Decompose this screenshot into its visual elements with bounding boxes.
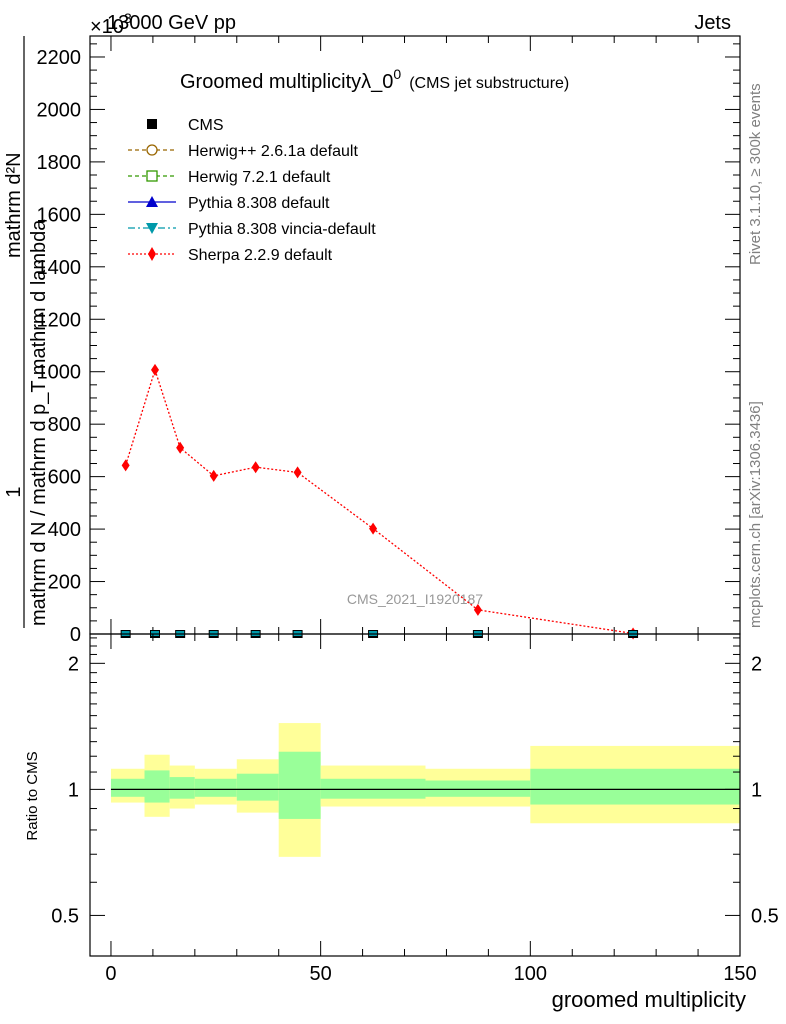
- ratio-ytick-label: 2: [68, 653, 79, 675]
- ratio-ytick-label-right: 2: [751, 653, 762, 675]
- ytick-label: 800: [48, 414, 81, 436]
- xlabel: groomed multiplicity: [552, 987, 746, 1012]
- legend-marker-triangle-up: [146, 196, 158, 207]
- sherpa-point: [176, 441, 185, 454]
- ylabel-numerator: 1: [3, 486, 25, 497]
- legend-label: Herwig++ 2.6.1a default: [188, 143, 358, 160]
- axis-multiplier: ×103: [90, 10, 132, 38]
- ytick-label: 200: [48, 572, 81, 594]
- ratio-ytick-label: 1: [68, 779, 79, 801]
- legend-marker-diamond: [148, 247, 156, 261]
- legend-label: CMS: [188, 117, 224, 134]
- ratio-ylabel: Ratio to CMS: [24, 751, 41, 840]
- legend-label: Herwig 7.2.1 default: [188, 169, 331, 186]
- legend-marker-square: [147, 119, 157, 129]
- header-right: Jets: [694, 12, 731, 34]
- xtick-label: 50: [310, 963, 332, 985]
- ratio-plot-ticks: [90, 634, 741, 956]
- ratio-plot-frame: [89, 633, 741, 957]
- sherpa-point: [151, 363, 159, 376]
- plot-title-main: Groomed multiplicityλ_0: [180, 71, 393, 93]
- legend-label: Pythia 8.308 vincia-default: [188, 221, 376, 238]
- analysis-watermark: CMS_2021_I1920187: [347, 591, 483, 607]
- multiplier-base: ×10: [90, 16, 124, 38]
- ratio-band-inner: [169, 777, 195, 799]
- plot-title: Groomed multiplicityλ_00 (CMS jet substru…: [180, 66, 569, 93]
- ratio-ytick-label-right: 1: [751, 779, 762, 801]
- header-left: 13000 GeV pp: [107, 12, 236, 34]
- sherpa-point: [293, 466, 302, 479]
- sherpa-point: [369, 522, 378, 535]
- ytick-label: 0: [70, 624, 81, 646]
- ytick-label: 1800: [37, 152, 82, 174]
- rivet-label: Rivet 3.1.10, ≥ 300k events: [747, 83, 764, 265]
- ratio-band-inner: [236, 773, 279, 801]
- ratio-band-inner: [425, 780, 531, 797]
- plot-subtitle: (CMS jet substructure): [409, 75, 569, 92]
- ytick-label: 2200: [37, 47, 82, 69]
- xtick-labels: 0 50 100 150: [105, 963, 756, 985]
- legend-marker-open-square: [146, 170, 158, 182]
- ytick-label: 1600: [37, 204, 82, 226]
- ylabel-denominator: mathrm d N / mathrm d p_T mathrm d lambd…: [28, 219, 50, 626]
- mcplots-label: mcplots.cern.ch [arXiv:1306.3436]: [747, 401, 764, 628]
- ytick-label: 1000: [37, 362, 82, 384]
- ratio-band-inner: [110, 778, 145, 797]
- ratio-ytick-labels: 0.5 0.5 1 1 2 2: [51, 653, 779, 927]
- ytick-label: 600: [48, 467, 81, 489]
- sherpa-point: [121, 459, 130, 472]
- ratio-band-inner: [320, 778, 426, 799]
- ratio-band-inner: [530, 768, 740, 805]
- ylabel-top: mathrm d²N: [3, 152, 25, 258]
- ytick-label: 2000: [37, 99, 82, 121]
- xtick-label: 100: [514, 963, 547, 985]
- ratio-ytick-label-right: 0.5: [751, 905, 779, 927]
- multiplier-exponent: 3: [124, 10, 132, 26]
- sherpa-point: [209, 469, 218, 482]
- ratio-bands: [110, 723, 740, 857]
- ratio-band-inner: [144, 770, 170, 803]
- legend-label: Pythia 8.308 default: [188, 195, 330, 212]
- ratio-band-inner: [278, 751, 321, 819]
- legend-marker-triangle-down: [146, 223, 158, 234]
- xtick-label: 150: [723, 963, 756, 985]
- ytick-label: 1400: [37, 257, 82, 279]
- plot-title-sup: 0: [393, 66, 401, 82]
- sherpa-point: [473, 603, 482, 616]
- ratio-band-inner: [194, 778, 237, 797]
- sherpa-point: [251, 461, 260, 474]
- ytick-label: 400: [48, 519, 81, 541]
- legend-label: Sherpa 2.2.9 default: [188, 247, 333, 264]
- legend-marker-circle: [146, 144, 158, 156]
- legend: CMS Herwig++ 2.6.1a default Herwig 7.2.1 d…: [128, 117, 376, 264]
- ratio-ytick-label: 0.5: [51, 905, 79, 927]
- main-plot-ytick-labels: 0 200 400 600 800 1000 1200 1400 1600 1800 2000 220…: [37, 47, 82, 646]
- ytick-label: 1200: [37, 309, 82, 331]
- xtick-label: 0: [105, 963, 116, 985]
